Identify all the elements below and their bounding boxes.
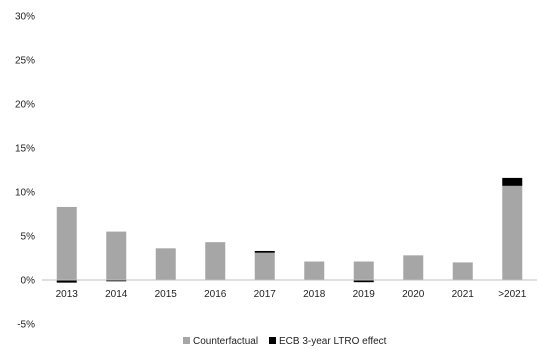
x-tick-label: 2021 bbox=[452, 289, 475, 300]
bar-ltro-effect bbox=[254, 250, 275, 253]
y-tick-label: 10% bbox=[15, 188, 35, 199]
x-axis-ticks: 2013 2014 2015 2016 2017 2018 2019 2020 2021 >202… bbox=[56, 289, 527, 300]
legend-swatch bbox=[183, 337, 190, 344]
y-tick-label: 30% bbox=[15, 12, 35, 23]
bar-ltro-effect bbox=[106, 280, 127, 282]
bar-counterfactual bbox=[106, 231, 127, 280]
x-tick-label: 2017 bbox=[254, 289, 277, 300]
bar-counterfactual bbox=[502, 185, 523, 280]
bar-ltro-effect bbox=[502, 177, 523, 186]
y-tick-label: 5% bbox=[21, 232, 36, 243]
legend-label: Counterfactual bbox=[193, 336, 258, 347]
legend-swatch bbox=[269, 337, 276, 344]
y-tick-label: 15% bbox=[15, 144, 35, 155]
bar-counterfactual bbox=[304, 261, 325, 280]
bar-counterfactual bbox=[155, 248, 176, 280]
x-tick-label: >2021 bbox=[498, 289, 527, 300]
y-tick-label: 25% bbox=[15, 56, 35, 67]
bars-group bbox=[56, 177, 523, 283]
x-tick-label: 2020 bbox=[402, 289, 425, 300]
x-tick-label: 2019 bbox=[353, 289, 376, 300]
bar-counterfactual bbox=[56, 206, 77, 280]
bar-counterfactual bbox=[452, 262, 473, 280]
y-tick-label: 0% bbox=[21, 276, 36, 287]
x-tick-label: 2018 bbox=[303, 289, 326, 300]
bar-counterfactual bbox=[254, 252, 275, 280]
y-tick-label: -5% bbox=[17, 320, 35, 331]
bar-counterfactual bbox=[353, 261, 374, 280]
x-tick-label: 2016 bbox=[204, 289, 227, 300]
bar-ltro-effect bbox=[353, 280, 374, 283]
x-tick-label: 2014 bbox=[105, 289, 128, 300]
bar-counterfactual bbox=[205, 242, 226, 280]
legend: Counterfactual ECB 3-year LTRO effect bbox=[183, 336, 387, 347]
y-tick-label: 20% bbox=[15, 100, 35, 111]
x-tick-label: 2013 bbox=[56, 289, 79, 300]
y-axis-ticks: -5% 0% 5% 10% 15% 20% 25% 30% bbox=[15, 12, 35, 331]
bar-ltro-effect bbox=[56, 280, 77, 283]
x-tick-label: 2015 bbox=[155, 289, 178, 300]
bar-counterfactual bbox=[403, 255, 424, 280]
legend-label: ECB 3-year LTRO effect bbox=[279, 336, 387, 347]
